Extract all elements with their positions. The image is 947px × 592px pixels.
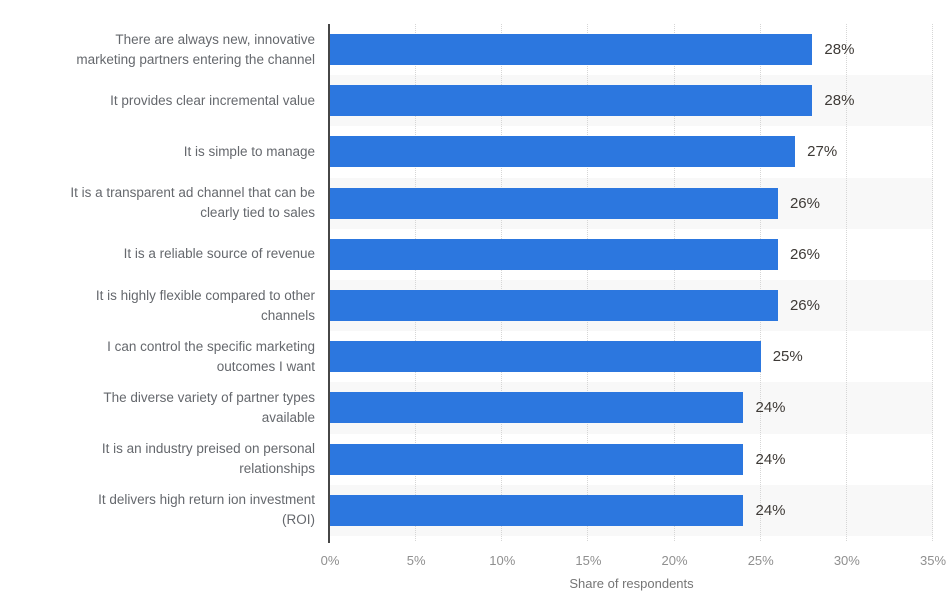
category-label: It delivers high return ion investment (… xyxy=(98,492,315,528)
category-label: I can control the specific marketing out… xyxy=(107,338,315,374)
x-tick-label: 20% xyxy=(661,553,688,568)
gridline xyxy=(845,24,847,541)
bar-value-label: 24% xyxy=(755,501,786,519)
bar-value-label: 26% xyxy=(789,297,820,314)
bar xyxy=(330,341,761,373)
bar xyxy=(330,392,744,424)
bar xyxy=(330,187,778,219)
bar xyxy=(330,290,778,321)
gridline xyxy=(932,24,933,541)
bar xyxy=(330,136,796,168)
y-axis-line xyxy=(328,24,330,543)
category-label: It is an industry preised on personal re… xyxy=(101,441,315,477)
plot-area: 28% 28% 27% 26% 26% 26% 25% 24% 24% 24% xyxy=(328,24,933,543)
x-tick-label: 25% xyxy=(747,553,774,568)
category-label: It is simple to manage xyxy=(183,143,315,159)
category-label: It is a transparent ad channel that can … xyxy=(70,185,315,221)
bar-value-label: 28% xyxy=(824,41,855,58)
gridline xyxy=(587,24,589,541)
bar xyxy=(330,443,744,475)
category-label: There are always new, innovative marketi… xyxy=(76,31,315,67)
x-axis-title: Share of respondents xyxy=(569,576,694,591)
bar xyxy=(330,85,813,117)
bar xyxy=(330,494,744,526)
x-tick-label: 15% xyxy=(575,553,602,568)
bar-value-label: 28% xyxy=(824,92,855,110)
bar-value-label: 27% xyxy=(807,143,838,161)
gridline xyxy=(501,24,503,541)
bar-value-label: 25% xyxy=(772,348,803,366)
x-tick-label: 0% xyxy=(320,553,340,568)
category-label: The diverse variety of partner types ava… xyxy=(103,389,315,425)
gridline xyxy=(673,24,675,541)
category-axis: There are always new, innovative marketi… xyxy=(0,24,330,536)
gridline xyxy=(759,24,761,541)
x-tick-label: 35% xyxy=(919,553,947,568)
category-label: It is highly flexible compared to other … xyxy=(95,287,315,323)
bar-value-label: 24% xyxy=(755,450,786,468)
bar-value-label: 24% xyxy=(755,399,786,417)
x-tick-label: 5% xyxy=(406,553,426,568)
x-tick-label: 10% xyxy=(489,553,516,568)
bar xyxy=(330,34,813,65)
bar-value-label: 26% xyxy=(789,194,820,212)
gridline xyxy=(415,24,417,541)
bar-value-label: 26% xyxy=(789,245,820,263)
x-axis-ticks: 0% 5% 10% 15% 20% 25% 30% 35% xyxy=(321,553,946,569)
category-label: It is a reliable source of revenue xyxy=(123,246,315,262)
bar xyxy=(330,238,778,270)
category-label: It provides clear incremental value xyxy=(110,92,315,108)
x-tick-label: 30% xyxy=(833,553,860,568)
